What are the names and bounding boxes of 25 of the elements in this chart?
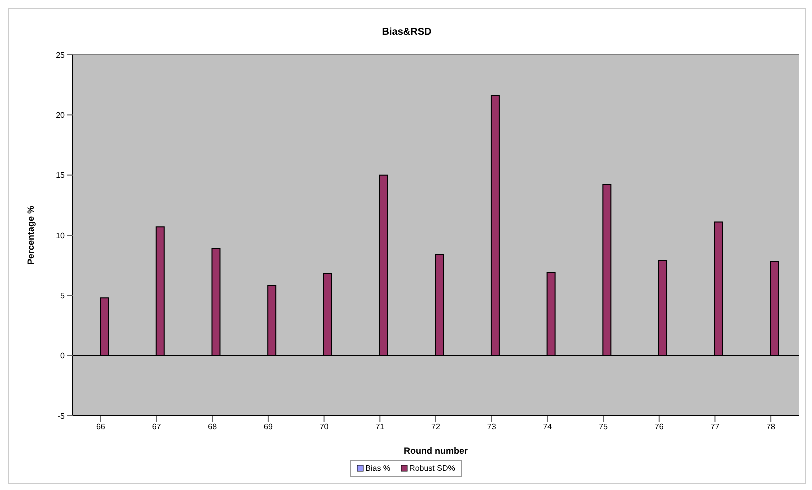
chart-title: Bias&RSD [381,26,433,40]
y-tick-label: 15 [56,171,66,180]
y-tick-label: 25 [56,50,66,60]
x-tick-label: 76 [654,422,664,432]
x-axis-title: Round number [404,446,468,456]
x-tick-label: 74 [543,422,553,432]
y-tick-label: 10 [56,231,66,240]
y-tick-label: 20 [56,111,66,120]
x-tick-label: 75 [599,422,609,432]
legend-label: Bias % [364,464,391,473]
legend-label: Robust SD% [408,464,456,473]
x-tick-label: 78 [766,422,776,432]
x-tick-label: 73 [487,422,497,432]
y-axis-title: Percentage % [26,206,36,266]
x-tick-label: 70 [320,422,330,432]
x-tick-label: 69 [264,422,274,432]
y-tick-label: -5 [58,412,66,421]
x-tick-label: 71 [376,422,386,432]
y-tick-label: 5 [60,292,66,301]
x-tick-label: 68 [208,422,218,432]
x-tick-label: 72 [432,422,441,432]
y-tick-label: 0 [60,352,66,361]
x-tick-label: 67 [152,422,162,432]
x-tick-label: 77 [710,422,720,432]
x-tick-label: 66 [96,422,106,432]
